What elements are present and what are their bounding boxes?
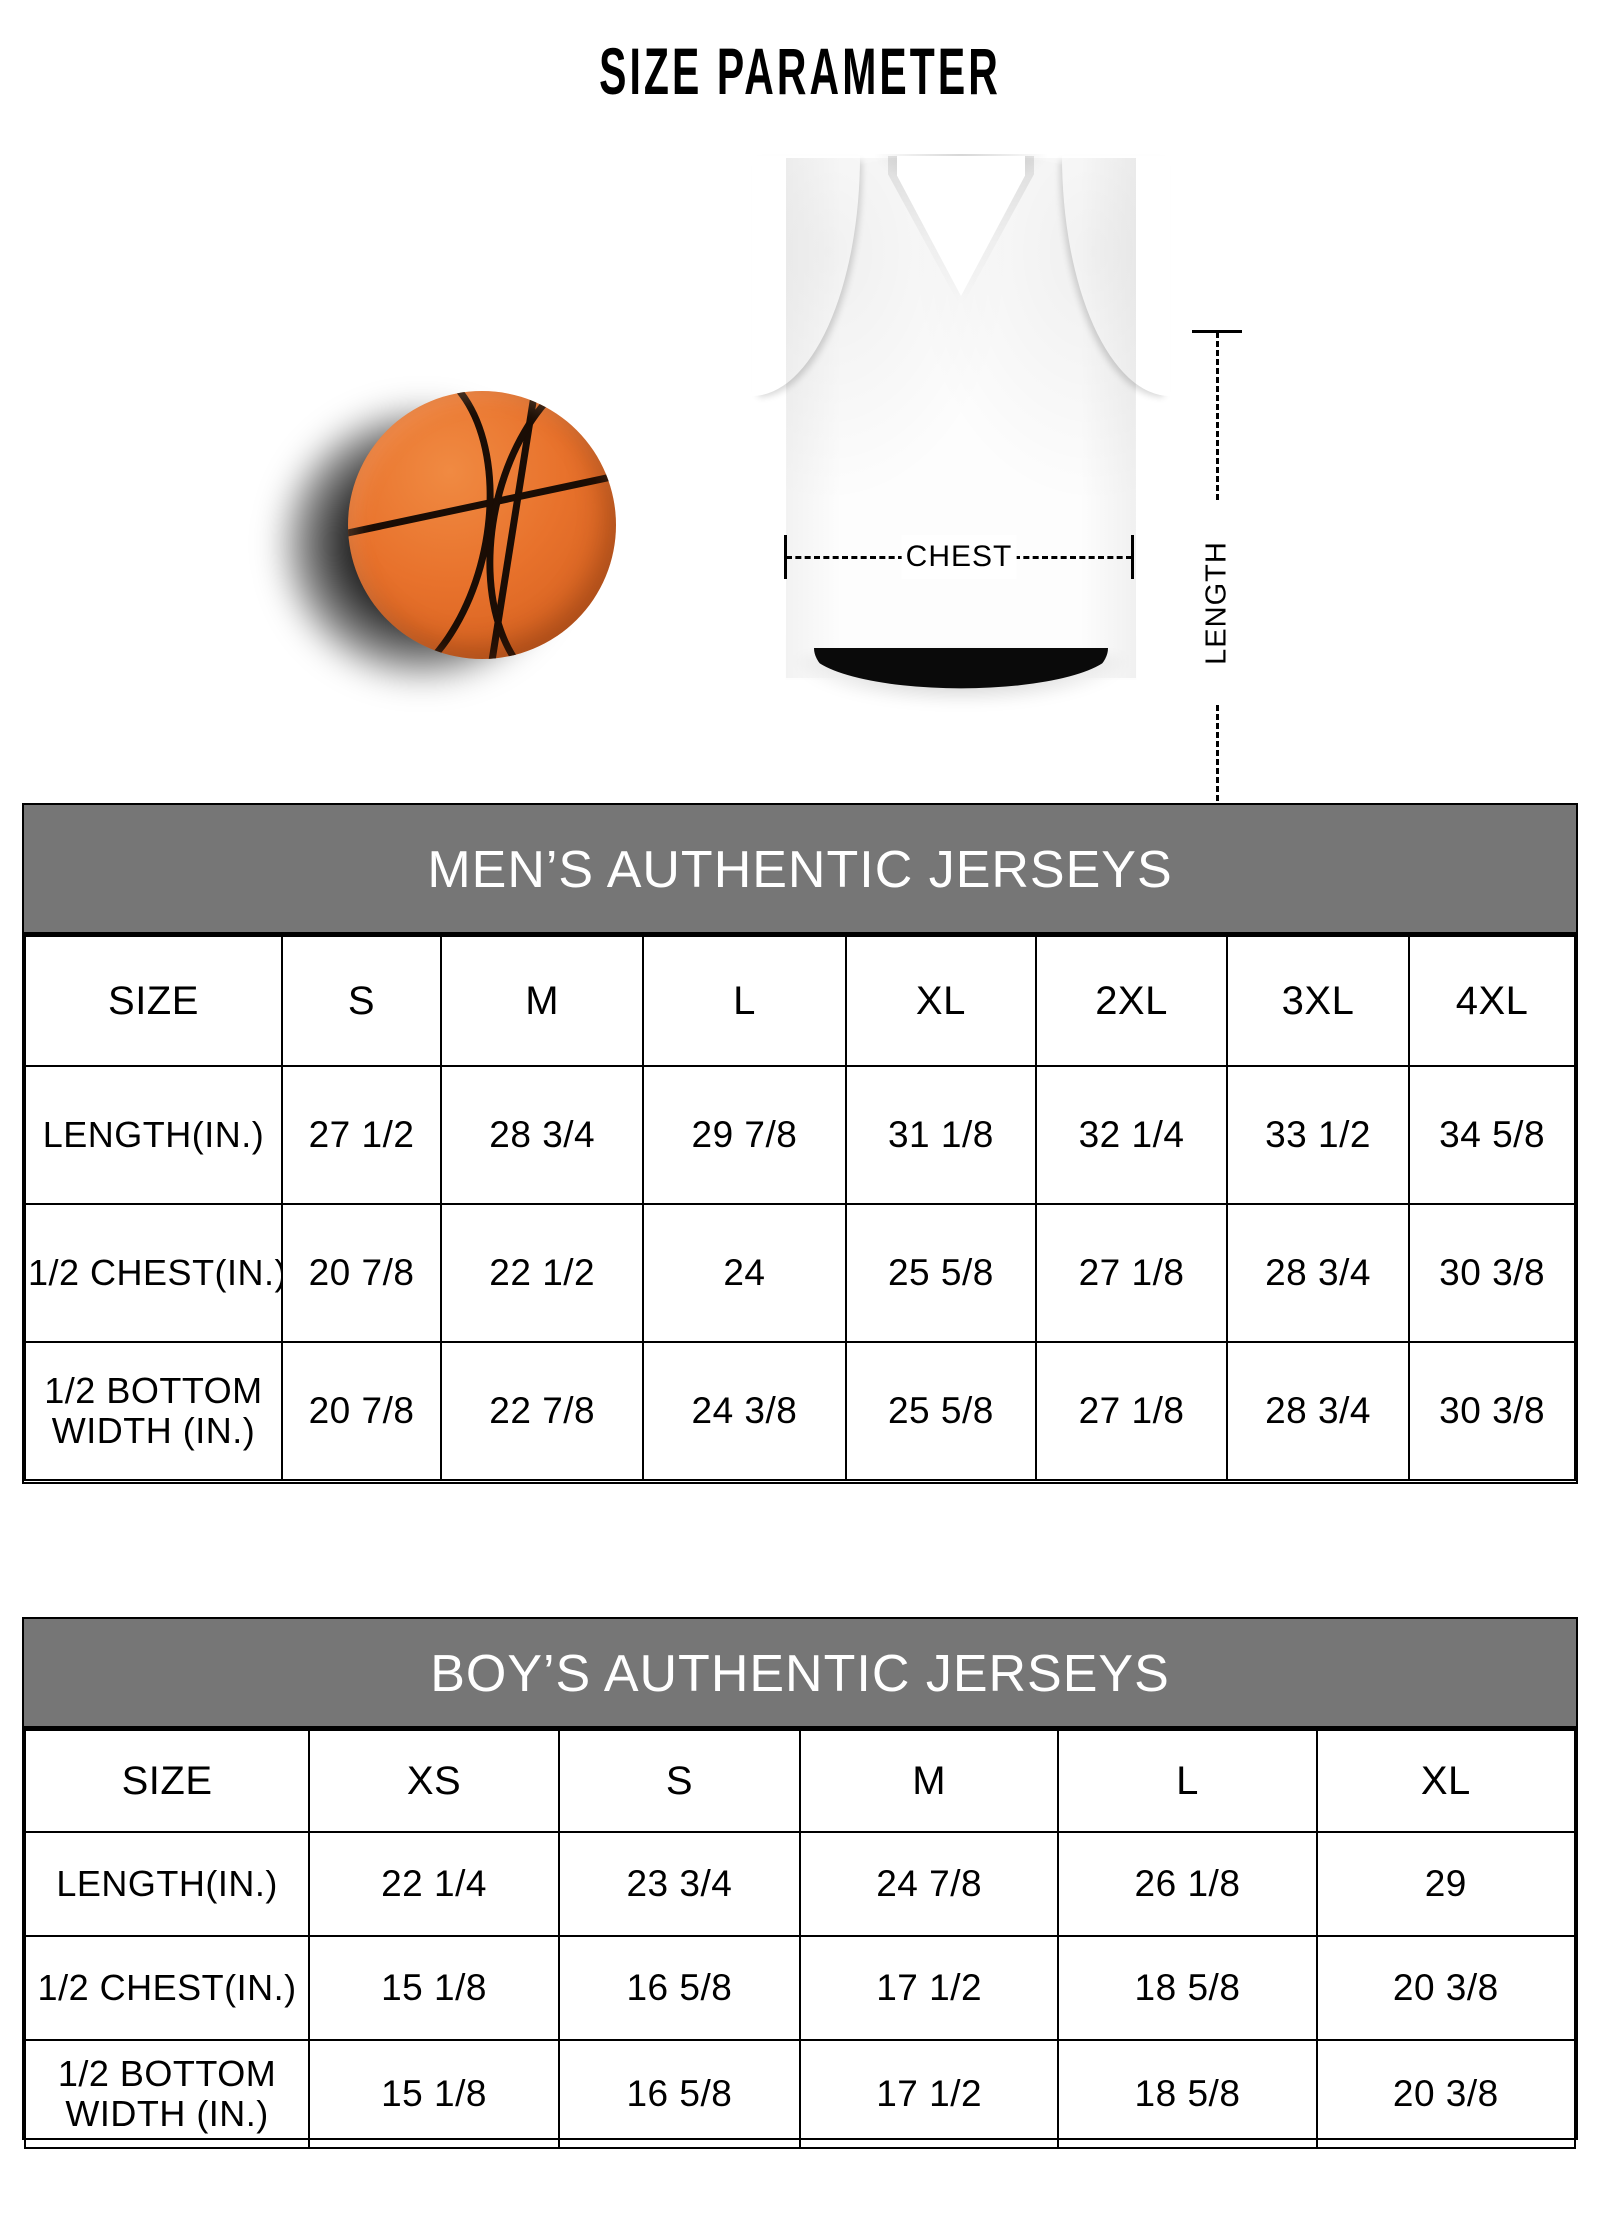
measurement-cell: 17 1/2 <box>798 1935 1060 2041</box>
measurement-cell: 24 7/8 <box>798 1831 1060 1937</box>
row-label: 1/2 CHEST(IN.) <box>24 1203 283 1343</box>
measurement-cell: 32 1/4 <box>1035 1065 1228 1205</box>
row-label-line: WIDTH (IN.) <box>51 1410 256 1451</box>
measurement-cell: 23 3/4 <box>557 1831 801 1937</box>
boys-size-chart: BOY’S AUTHENTIC JERSEYS SIZE XS S M L XL LENGT… <box>22 1617 1578 2149</box>
measurement-cell: 30 3/8 <box>1408 1341 1576 1481</box>
header-cell-xs: XS <box>308 1729 560 1833</box>
table-row: LENGTH(IN.) 22 1/4 23 3/4 24 7/8 26 1/8 29 <box>23 1831 1577 1937</box>
measurement-cell: 29 <box>1315 1831 1577 1937</box>
row-label-line: 1/2 BOTTOM <box>57 2052 277 2094</box>
length-dashed-line-bottom <box>1216 705 1219 873</box>
basketball-seam-curve-right <box>456 391 616 659</box>
measurement-cell: 30 3/8 <box>1408 1203 1576 1343</box>
measurement-cell: 29 7/8 <box>642 1065 847 1205</box>
chest-tick-right <box>1131 535 1134 579</box>
length-label: LENGTH <box>1198 534 1236 671</box>
measurement-cell: 20 3/8 <box>1315 1935 1577 2041</box>
basketball-seam-horizontal <box>348 471 616 538</box>
measurement-cell: 24 3/8 <box>642 1341 847 1481</box>
measurement-cell: 25 5/8 <box>844 1203 1038 1343</box>
header-cell-size: SIZE <box>24 935 283 1067</box>
measurement-cell: 26 1/8 <box>1057 1831 1318 1937</box>
basketball-seam-vertical <box>488 391 539 659</box>
chest-label: CHEST <box>901 535 1017 579</box>
jersey-icon <box>752 150 1170 710</box>
header-cell-l: L <box>642 935 847 1067</box>
chest-measurement-guide: CHEST <box>784 535 1134 579</box>
measurement-cell: 28 3/4 <box>440 1065 645 1205</box>
table-row: 1/2 CHEST(IN.) 20 7/8 22 1/2 24 25 5/8 27 1/8… <box>24 1203 1576 1343</box>
measurement-cell: 25 5/8 <box>844 1341 1038 1481</box>
row-label-line: LENGTH(IN.) <box>56 1862 278 1904</box>
row-label-line: 1/2 CHEST(IN.) <box>28 1251 282 1293</box>
row-label-line: LENGTH(IN.) <box>42 1113 265 1155</box>
measurement-cell: 15 1/8 <box>308 2039 560 2149</box>
header-cell-4xl: 4XL <box>1408 935 1576 1067</box>
chest-tick-left <box>784 535 787 579</box>
header-cell-xl: XL <box>844 935 1038 1067</box>
measurement-cell: 24 <box>642 1203 847 1343</box>
basketball-icon <box>282 385 618 685</box>
table-row: 1/2 BOTTOM WIDTH (IN.) 15 1/8 16 5/8 17 1/2 1… <box>23 2039 1577 2149</box>
header-cell-m: M <box>798 1729 1060 1833</box>
measurement-cell: 22 1/2 <box>440 1203 645 1343</box>
row-label: 1/2 BOTTOM WIDTH (IN.) <box>23 2039 311 2149</box>
measurement-cell: 16 5/8 <box>557 2039 801 2149</box>
table-row: 1/2 BOTTOM WIDTH (IN.) 20 7/8 22 7/8 24 3/8 2… <box>24 1341 1576 1481</box>
measurement-cell: 15 1/8 <box>308 1935 560 2041</box>
measurement-cell: 20 7/8 <box>280 1203 443 1343</box>
length-measurement-guide: LENGTH <box>1192 330 1242 875</box>
row-label-line: 1/2 BOTTOM <box>44 1369 263 1411</box>
measurement-cell: 20 3/8 <box>1315 2039 1577 2149</box>
measurement-cell: 27 1/8 <box>1035 1341 1228 1481</box>
measurement-cell: 20 7/8 <box>280 1341 443 1481</box>
row-label: 1/2 BOTTOM WIDTH (IN.) <box>24 1341 283 1481</box>
row-label: LENGTH(IN.) <box>24 1065 283 1205</box>
page-title: SIZE PARAMETER <box>599 34 1001 108</box>
measurement-cell: 27 1/2 <box>280 1065 443 1205</box>
header-cell-3xl: 3XL <box>1225 935 1411 1067</box>
measurement-cell: 28 3/4 <box>1225 1341 1411 1481</box>
row-label: LENGTH(IN.) <box>23 1831 311 1937</box>
basketball-seam-curve-left <box>348 391 524 659</box>
table-row: LENGTH(IN.) 27 1/2 28 3/4 29 7/8 31 1/8 32 1/… <box>24 1065 1576 1205</box>
header-cell-m: M <box>440 935 645 1067</box>
header-cell-size: SIZE <box>23 1729 311 1833</box>
boys-size-table: SIZE XS S M L XL LENGTH(IN.) 22 1/4 23 3/4 24 7/8… <box>23 1729 1577 2149</box>
chest-dashed-line-left <box>786 556 904 559</box>
mens-size-table: SIZE S M L XL 2XL 3XL 4XL LENGTH(IN.) 27 1/2 28 3/… <box>24 935 1576 1481</box>
table-header-row: SIZE XS S M L XL <box>23 1729 1577 1833</box>
product-illustration-band: CHEST LENGTH <box>0 150 1600 875</box>
measurement-cell: 17 1/2 <box>798 2039 1060 2149</box>
measurement-cell: 33 1/2 <box>1225 1065 1411 1205</box>
row-label-line: 1/2 CHEST(IN.) <box>37 1966 297 2008</box>
basketball-sphere <box>348 391 616 659</box>
boys-chart-banner: BOY’S AUTHENTIC JERSEYS <box>24 1619 1576 1729</box>
measurement-cell: 27 1/8 <box>1035 1203 1228 1343</box>
mens-chart-banner: MEN’S AUTHENTIC JERSEYS <box>24 805 1576 935</box>
measurement-cell: 16 5/8 <box>557 1935 801 2041</box>
measurement-cell: 31 1/8 <box>844 1065 1038 1205</box>
measurement-cell: 18 5/8 <box>1057 1935 1318 2041</box>
measurement-cell: 18 5/8 <box>1057 2039 1318 2149</box>
header-cell-xl: XL <box>1315 1729 1577 1833</box>
row-label-line: WIDTH (IN.) <box>65 2093 269 2134</box>
chest-dashed-line-right <box>1014 556 1132 559</box>
header-cell-2xl: 2XL <box>1035 935 1228 1067</box>
table-row: 1/2 CHEST(IN.) 15 1/8 16 5/8 17 1/2 18 5/8 20… <box>23 1935 1577 2041</box>
length-tick-top <box>1192 330 1242 333</box>
header-cell-s: S <box>557 1729 801 1833</box>
measurement-cell: 22 7/8 <box>440 1341 645 1481</box>
mens-size-chart: MEN’S AUTHENTIC JERSEYS SIZE S M L XL 2XL 3XL 4… <box>22 803 1578 1484</box>
length-dashed-line-top <box>1216 332 1219 500</box>
measurement-cell: 22 1/4 <box>308 1831 560 1937</box>
measurement-cell: 34 5/8 <box>1408 1065 1576 1205</box>
row-label: 1/2 CHEST(IN.) <box>23 1935 311 2041</box>
measurement-cell: 28 3/4 <box>1225 1203 1411 1343</box>
table-header-row: SIZE S M L XL 2XL 3XL 4XL <box>24 935 1576 1067</box>
header-cell-l: L <box>1057 1729 1318 1833</box>
header-cell-s: S <box>280 935 443 1067</box>
